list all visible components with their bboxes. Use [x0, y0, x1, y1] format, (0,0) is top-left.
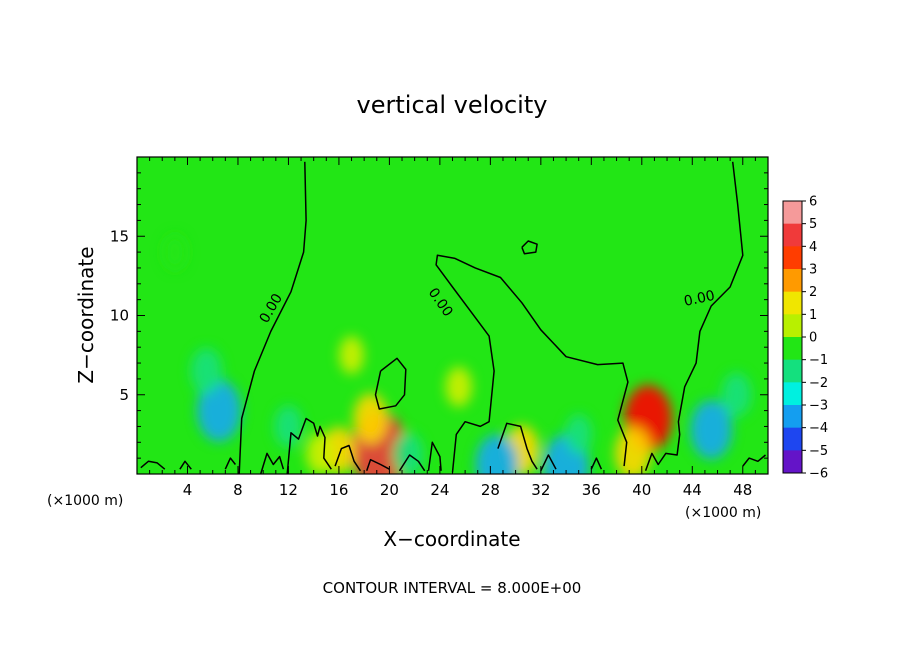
- colorbar-tick-label: −3: [809, 399, 828, 414]
- x-tick-label: 12: [279, 481, 298, 499]
- x-unit-label-left: (×1000 m): [47, 493, 123, 509]
- colorbar-tick-label: −4: [809, 421, 828, 436]
- zero-contour-line: [497, 422, 538, 470]
- y-tick-labels: 5 10 15: [110, 227, 129, 404]
- heat-blob: [690, 400, 733, 460]
- heat-blob: [274, 405, 303, 448]
- colorbar-tick-label: 6: [809, 195, 817, 210]
- chart-title: vertical velocity: [357, 91, 548, 119]
- colorbar-tick-label: −6: [809, 467, 828, 482]
- colorbar-tick-label: 5: [809, 217, 817, 232]
- colorbar-segments: [783, 201, 802, 474]
- heat-blob: [339, 336, 364, 375]
- heat-blob: [475, 434, 518, 474]
- heat-blob: [614, 427, 651, 474]
- colorbar-segment: [783, 382, 802, 406]
- zero-contour-line: [238, 161, 307, 474]
- colorbar: 6 5 4 3 2 1 0 −1 −2 −3 −4 −5 −6: [782, 195, 828, 482]
- x-tick-label: 40: [632, 481, 651, 499]
- zero-contour-line: [427, 441, 442, 471]
- colorbar-segment: [783, 269, 802, 293]
- colorbar-segment: [783, 427, 802, 451]
- colorbar-tick-label: 1: [809, 308, 817, 323]
- heat-blob: [353, 393, 388, 444]
- x-tick-label: 20: [380, 481, 399, 499]
- heat-blob: [190, 347, 223, 394]
- heat-blob: [393, 432, 424, 474]
- frame-ticks: [137, 157, 768, 474]
- colorbar-segment: [783, 246, 802, 270]
- heat-blob: [163, 234, 187, 271]
- zero-contour-line: [374, 357, 407, 410]
- x-tick-labels: 4 8 12 16 20 24 28 32 36 40 44 48: [183, 481, 753, 499]
- colorbar-tick-label: −1: [809, 353, 828, 368]
- colorbar-segment: [783, 201, 802, 225]
- x-tick-label: 24: [430, 481, 449, 499]
- zero-contour-line: [540, 454, 557, 472]
- contour-label: 0.00: [683, 288, 717, 310]
- zero-contour-line: [644, 161, 744, 472]
- zero-contour-line: [435, 254, 629, 473]
- x-tick-label: 4: [183, 481, 193, 499]
- zero-contour-line: [334, 444, 362, 472]
- zero-contour-line: [259, 452, 285, 474]
- x-unit-label-right: (×1000 m): [685, 505, 761, 521]
- zero-contour-line: [398, 454, 426, 472]
- zero-contour-line: [742, 454, 766, 467]
- heat-blob: [565, 414, 592, 455]
- x-axis-title: X−coordinate: [383, 527, 520, 551]
- colorbar-ticks: 6 5 4 3 2 1 0 −1 −2 −3 −4 −5 −6: [802, 195, 828, 482]
- x-tick-label: 16: [329, 481, 348, 499]
- colorbar-tick-label: −2: [809, 376, 828, 391]
- colorbar-tick-label: 0: [809, 331, 817, 346]
- heat-blob: [445, 366, 473, 407]
- colorbar-tick-label: 4: [809, 240, 817, 255]
- colorbar-tick-label: 2: [809, 285, 817, 300]
- zero-contour-line: [179, 460, 192, 470]
- colorbar-tick-label: 3: [809, 263, 817, 278]
- x-tick-label: 44: [683, 481, 702, 499]
- plot-area: 0.00 0.00 0.00: [136, 156, 769, 475]
- colorbar-segment: [783, 314, 802, 338]
- x-tick-label: 32: [531, 481, 550, 499]
- zero-contour-line: [590, 457, 603, 470]
- heat-blob: [197, 379, 242, 442]
- x-tick-label: 8: [233, 481, 243, 499]
- x-tick-label: 28: [481, 481, 500, 499]
- colorbar-segment: [783, 405, 802, 429]
- heat-blob: [721, 372, 752, 417]
- contour-interval-note: CONTOUR INTERVAL = 8.000E+00: [323, 579, 582, 597]
- zero-contours: [140, 161, 766, 474]
- zero-contour-line: [224, 457, 236, 470]
- x-tick-label: 48: [733, 481, 752, 499]
- y-tick-label: 10: [110, 307, 129, 325]
- y-tick-label: 15: [110, 227, 129, 245]
- zero-contour-line: [140, 460, 166, 470]
- colorbar-segment: [783, 337, 802, 361]
- colorbar-segment: [783, 291, 802, 315]
- colorbar-tick-label: −5: [809, 444, 828, 459]
- colorbar-segment: [783, 450, 802, 474]
- colorbar-segment: [783, 359, 802, 383]
- zero-contour-line: [286, 417, 332, 474]
- y-tick-label: 5: [119, 386, 129, 404]
- colorbar-segment: [783, 223, 802, 247]
- zero-contour-line: [521, 240, 538, 255]
- x-tick-label: 36: [582, 481, 601, 499]
- y-axis-title: Z−coordinate: [74, 246, 98, 383]
- zero-contour-line: [365, 458, 390, 472]
